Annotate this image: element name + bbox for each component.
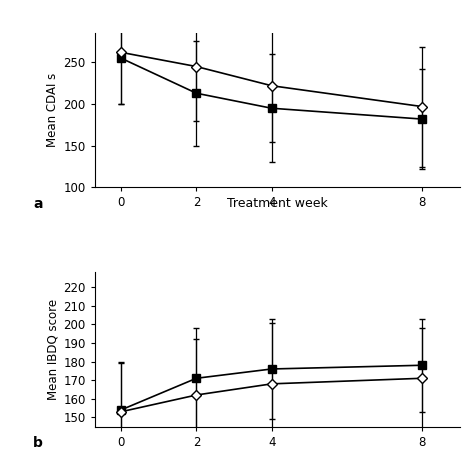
Text: a: a <box>33 197 43 211</box>
Y-axis label: Mean CDAI s: Mean CDAI s <box>46 73 59 147</box>
Y-axis label: Mean IBDQ score: Mean IBDQ score <box>46 299 59 400</box>
Text: Treatment week: Treatment week <box>227 197 328 210</box>
Text: b: b <box>33 436 43 450</box>
